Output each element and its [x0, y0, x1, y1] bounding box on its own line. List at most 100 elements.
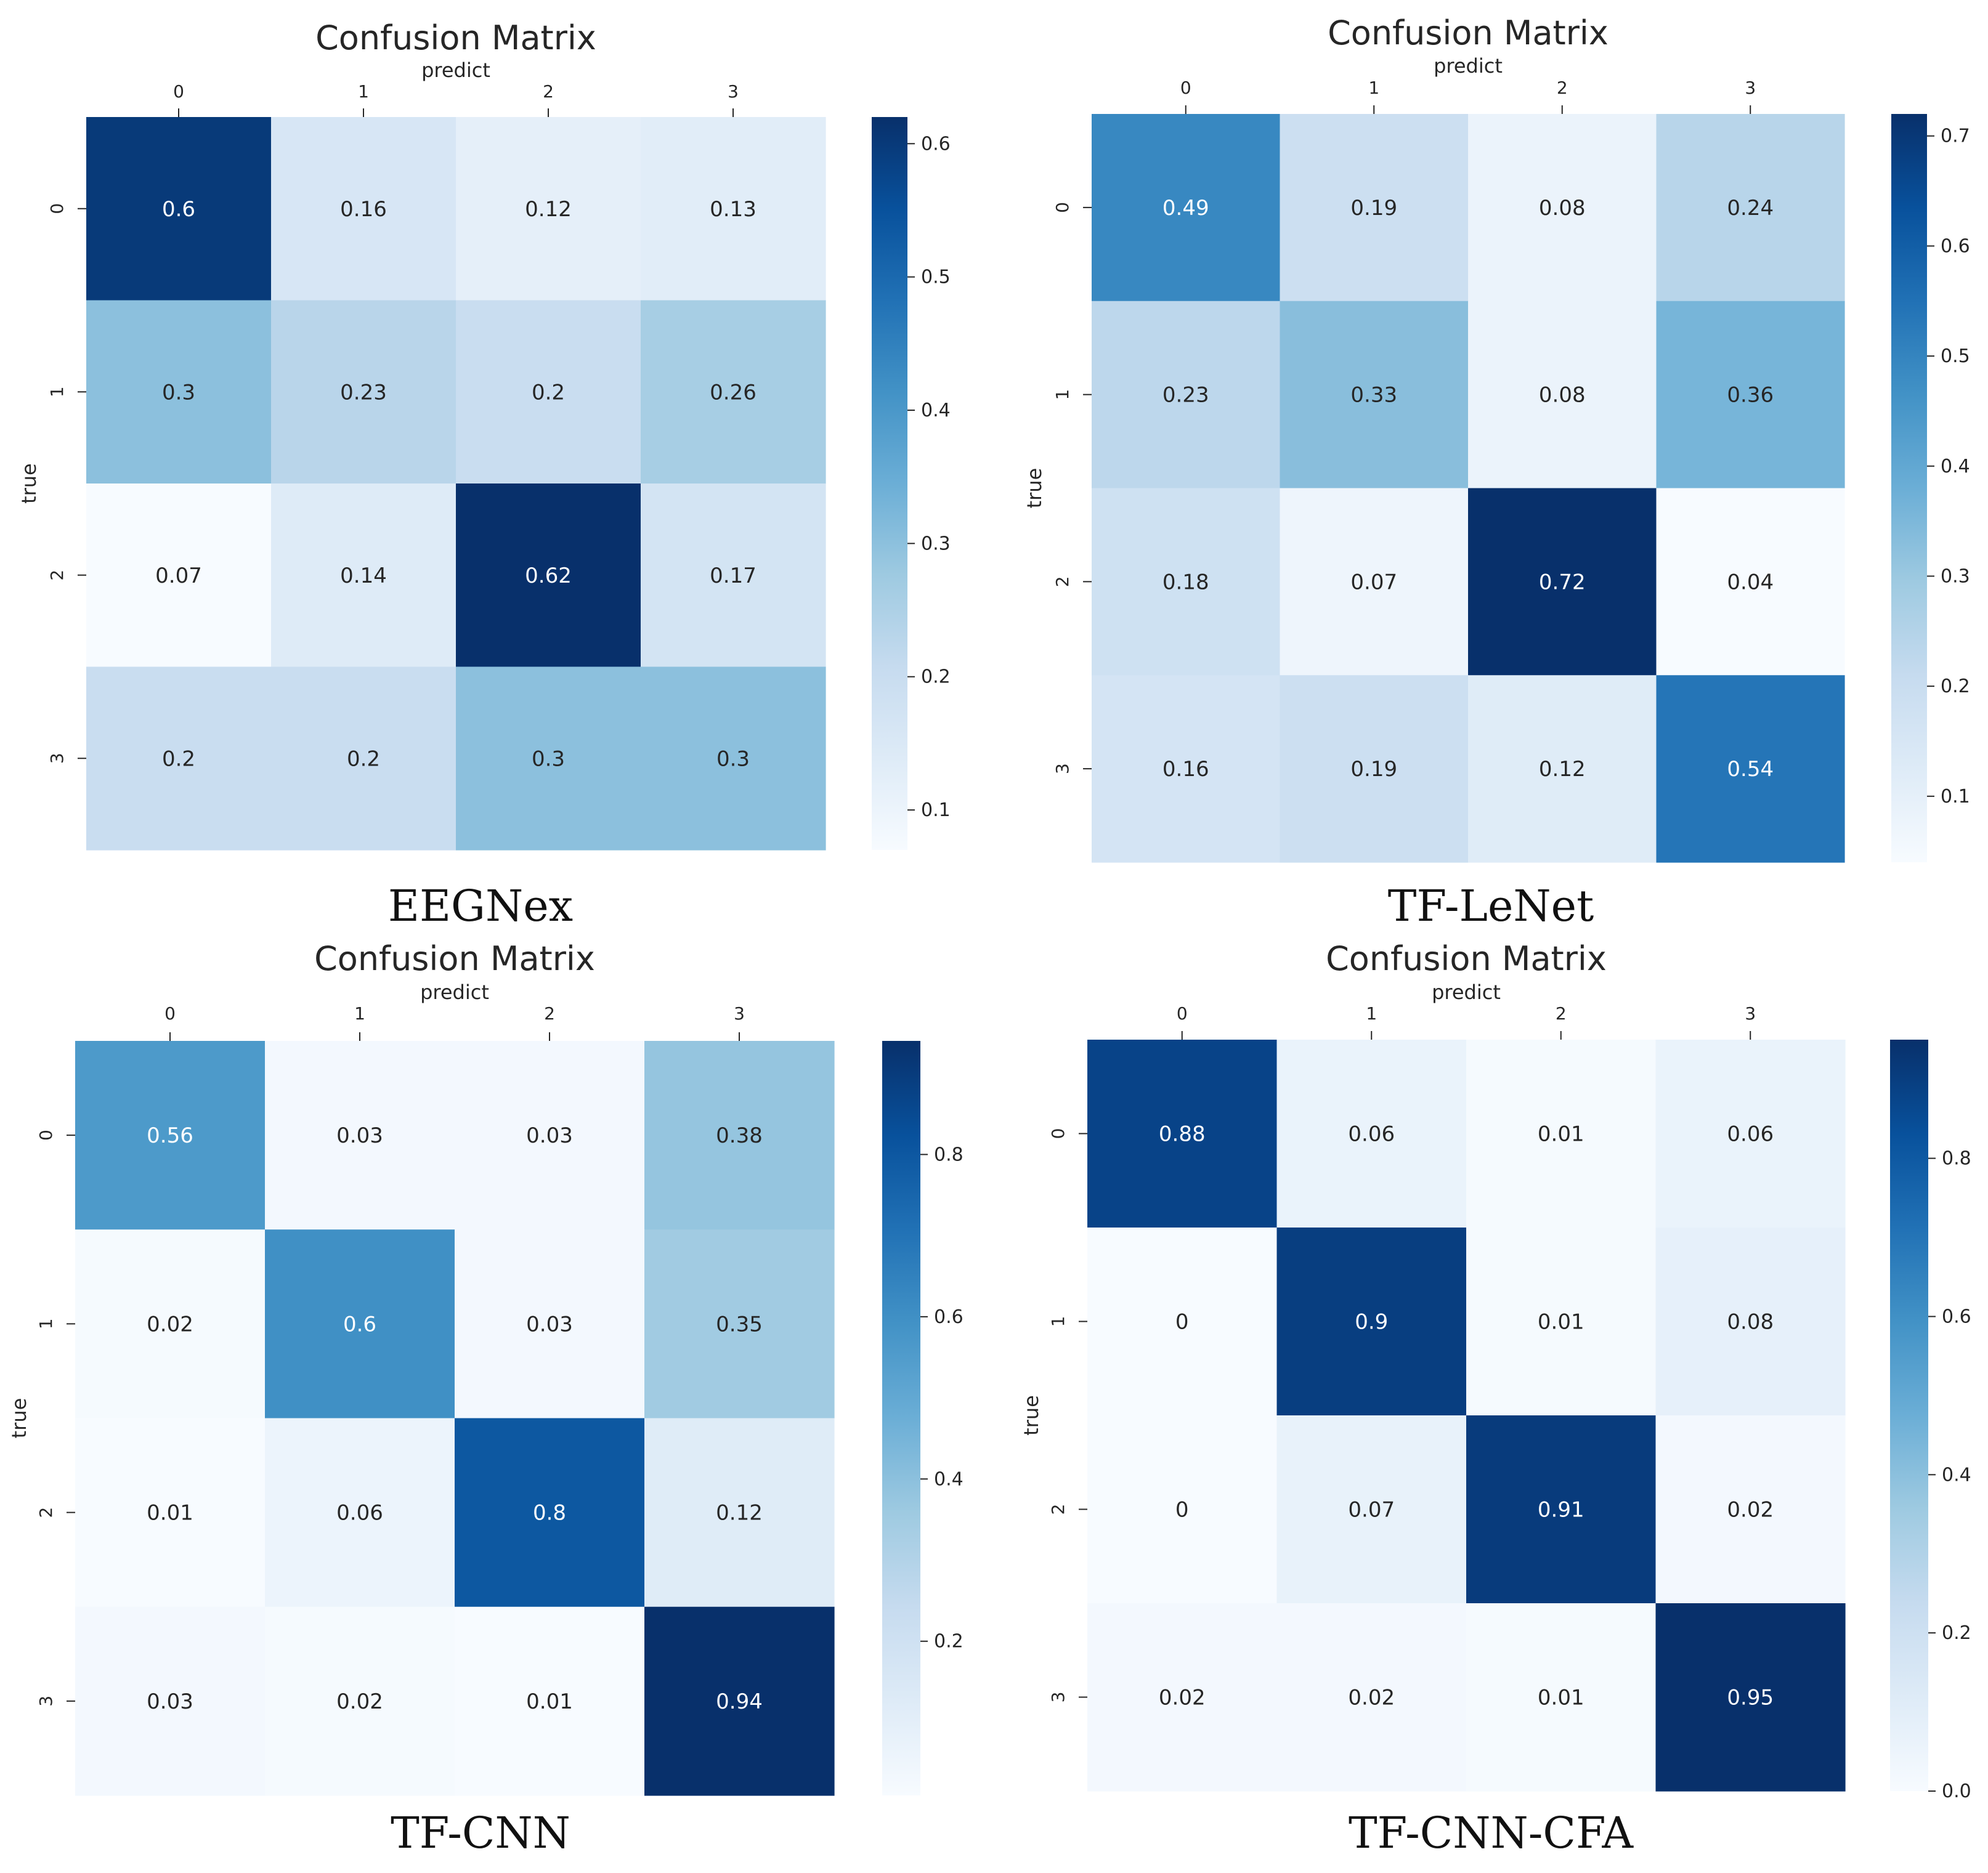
cell-value-label: 0.01	[147, 1501, 193, 1526]
heatmap-cell-r3-c1	[265, 1606, 455, 1796]
chart-title: Confusion Matrix	[1328, 14, 1609, 52]
heatmap-cell-r2-c3	[1655, 1415, 1846, 1604]
cell-value-label: 0.13	[710, 197, 757, 222]
chart-title: Confusion Matrix	[1326, 939, 1607, 978]
cell-value-label: 0.02	[1348, 1686, 1395, 1710]
colorbar-tick-label: 0.6	[1941, 235, 1970, 257]
x-tick-label: 0	[173, 81, 184, 102]
heatmap-cell-r1-c0	[75, 1229, 266, 1419]
cell-value-label: 0.01	[1538, 1122, 1584, 1147]
heatmap-cell-r0-c3	[1655, 1040, 1846, 1228]
cell-value-label: 0.38	[716, 1123, 763, 1148]
colorbar-tick-label: 0.2	[1942, 1622, 1971, 1644]
x-tick-label: 3	[1745, 78, 1756, 98]
cell-value-label: 0.08	[1727, 1310, 1774, 1335]
y-tick-label: 2	[36, 1507, 56, 1518]
caption-tf-cnn-cfa: TF-CNN-CFA	[1348, 1808, 1634, 1858]
x-axis-label: predict	[1432, 981, 1501, 1004]
heatmap-cell-r3-c1	[1276, 1603, 1467, 1792]
cell-value-label: 0.36	[1727, 383, 1774, 408]
cell-value-label: 0.49	[1162, 196, 1209, 220]
colorbar-tick-label: 0.0	[1942, 1781, 1971, 1802]
x-axis-label: predict	[420, 981, 489, 1004]
colorbar-tick-label: 0.4	[921, 400, 951, 421]
heatmap-cell-r0-c1	[1280, 114, 1469, 302]
heatmap-cell-r3-c0	[1087, 1603, 1278, 1792]
heatmap-cell-r1-c0	[86, 300, 272, 484]
cell-value-label: 0.06	[1348, 1122, 1395, 1147]
cell-value-label: 0.12	[525, 197, 572, 222]
heatmap-cell-r2-c2	[456, 483, 641, 668]
cell-value-label: 0.19	[1350, 196, 1397, 220]
heatmap-cell-r2-c0	[1087, 1415, 1278, 1604]
heatmap-cell-r1-c2	[1466, 1228, 1657, 1416]
heatmap-cell-r3-c3	[641, 666, 826, 851]
colorbar-tick-label: 0.8	[1942, 1148, 1971, 1170]
x-tick-label: 0	[164, 1003, 176, 1024]
y-axis-label: true	[1023, 468, 1046, 509]
heatmap-cell-r1-c1	[271, 300, 456, 484]
cell-value-label: 0.02	[1727, 1498, 1774, 1523]
heatmap-cell-r3-c2	[1468, 675, 1657, 863]
colorbar-tick-label: 0.2	[934, 1631, 964, 1653]
colorbar-tick-label: 0.4	[1941, 456, 1970, 477]
colorbar-tick-label: 0.6	[921, 133, 951, 155]
x-tick-label: 1	[1368, 78, 1379, 98]
cell-value-label: 0.03	[336, 1123, 383, 1148]
cell-value-label: 0.91	[1538, 1498, 1584, 1523]
colorbar	[872, 117, 907, 850]
heatmap-cell-r0-c0	[86, 117, 272, 301]
cell-value-label: 0.02	[1159, 1686, 1206, 1710]
heatmap-cell-r1-c0	[1087, 1228, 1278, 1416]
x-tick-label: 0	[1177, 1003, 1188, 1024]
cell-value-label: 0.88	[1159, 1122, 1206, 1147]
x-tick-label: 0	[1180, 78, 1191, 98]
heatmap-cell-r0-c3	[644, 1041, 835, 1230]
cell-value-label: 0.95	[1727, 1686, 1774, 1710]
heatmap-cell-r2-c0	[1092, 488, 1281, 676]
heatmap-cell-r1-c1	[1280, 301, 1469, 489]
colorbar-tick-label: 0.7	[1941, 126, 1970, 147]
cell-value-label: 0.02	[147, 1312, 193, 1337]
heatmap-cell-r3-c0	[86, 666, 272, 851]
colorbar-tick-label: 0.4	[934, 1468, 964, 1490]
chart-title: Confusion Matrix	[314, 939, 595, 978]
cell-value-label: 0.07	[1350, 570, 1397, 594]
y-tick-label: 3	[47, 753, 67, 764]
heatmap-cell-r0-c0	[1092, 114, 1281, 302]
colorbar-tick-label: 0.4	[1942, 1464, 1971, 1486]
heatmap-cell-r3-c1	[1280, 675, 1469, 863]
colorbar-tick-label: 0.5	[1941, 346, 1970, 367]
y-tick-label: 0	[1052, 202, 1073, 213]
cell-value-label: 0.8	[533, 1501, 566, 1526]
cell-value-label: 0.26	[710, 380, 757, 405]
heatmap-cell-r2-c3	[644, 1418, 835, 1608]
cell-value-label: 0.19	[1350, 757, 1397, 782]
heatmap-cell-r0-c0	[1087, 1040, 1278, 1228]
x-tick-label: 2	[543, 81, 554, 102]
heatmap-cell-r2-c1	[1280, 488, 1469, 676]
cell-value-label: 0.12	[716, 1501, 763, 1526]
cell-value-label: 0.94	[716, 1689, 763, 1714]
cell-value-label: 0.33	[1350, 383, 1397, 408]
heatmap-cell-r1-c0	[1092, 301, 1281, 489]
x-tick-label: 1	[1366, 1003, 1377, 1024]
x-tick-label: 1	[354, 1003, 365, 1024]
heatmap-cell-r3-c3	[644, 1606, 835, 1796]
caption-eegnex: EEGNex	[387, 881, 574, 931]
cell-value-label: 0.04	[1727, 570, 1774, 594]
chart-title: Confusion Matrix	[315, 18, 596, 57]
colorbar-tick-label: 0.5	[921, 267, 951, 288]
colorbar	[882, 1041, 920, 1795]
heatmap-cell-r0-c0	[75, 1041, 266, 1230]
cell-value-label: 0.16	[340, 197, 387, 222]
cell-value-label: 0.03	[526, 1123, 573, 1148]
y-axis-label: true	[17, 463, 41, 504]
x-tick-label: 3	[728, 81, 739, 102]
x-axis-label: predict	[1434, 54, 1503, 78]
heatmap-cell-r3-c3	[1656, 675, 1845, 863]
y-tick-label: 2	[1052, 576, 1073, 587]
heatmap-cell-r2-c0	[86, 483, 272, 668]
